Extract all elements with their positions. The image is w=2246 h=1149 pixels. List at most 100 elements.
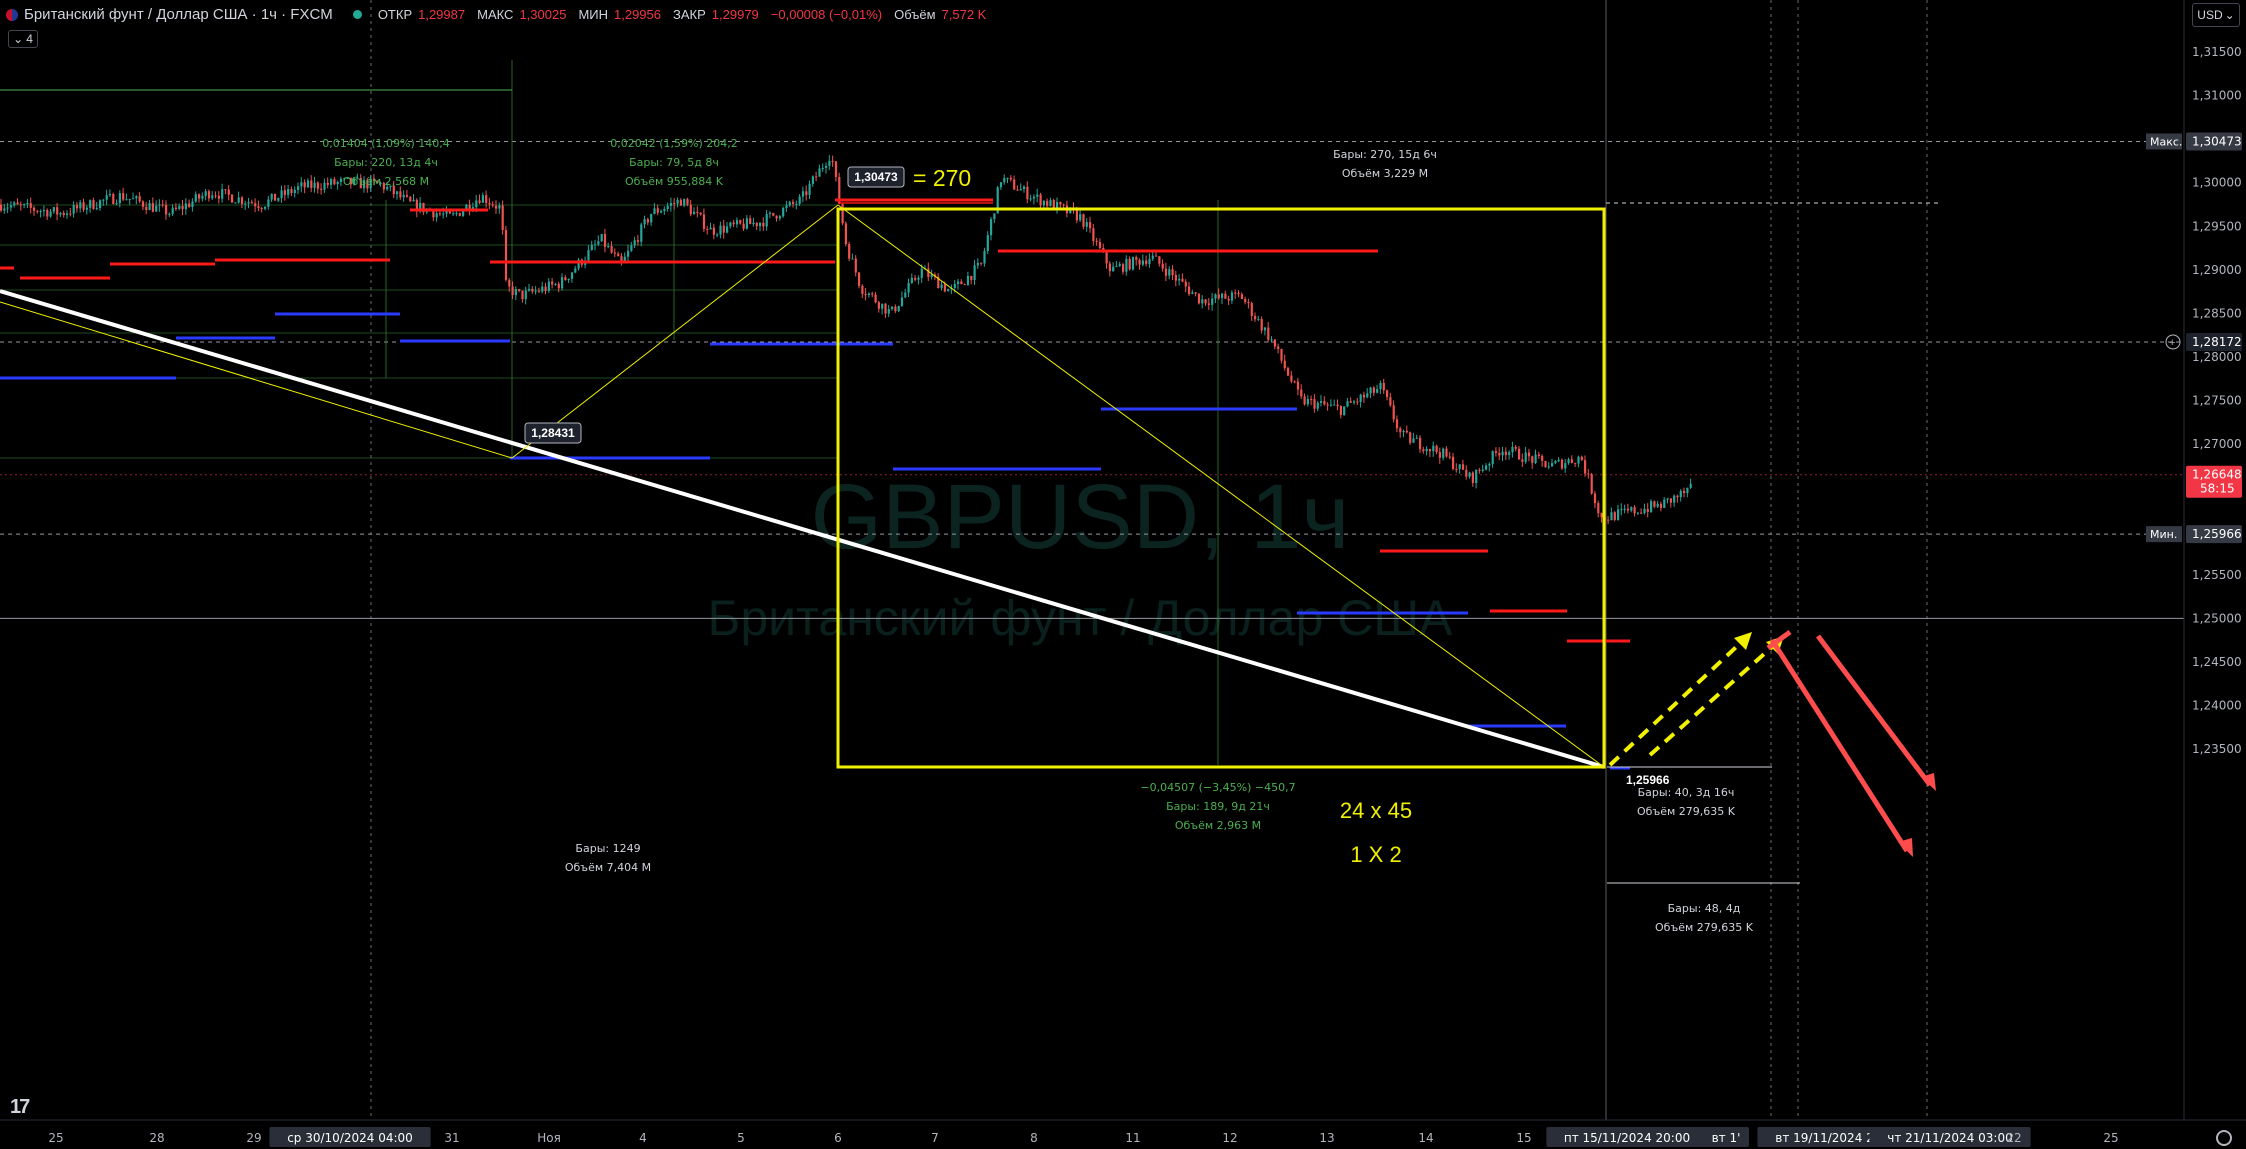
candle-body <box>204 191 207 196</box>
candle-body <box>125 199 128 201</box>
candle-body <box>300 182 303 187</box>
candle-body <box>1105 251 1108 264</box>
candle-body <box>1059 201 1062 205</box>
price-tick-label: 1,31000 <box>2192 89 2242 103</box>
candle-body <box>1303 396 1306 405</box>
symbol-header[interactable]: Британский фунт / Доллар США · 1ч · FXCM… <box>6 6 992 23</box>
time-tick-label: 25 <box>48 1131 63 1145</box>
candle-body <box>587 249 590 261</box>
candle-body <box>541 286 544 292</box>
candle-body <box>1326 404 1329 406</box>
candle-body <box>1329 404 1333 406</box>
measure-label: Объём 279,635 K <box>1637 805 1736 818</box>
candle-body <box>145 206 148 210</box>
candle-body <box>1663 499 1666 508</box>
settings-gear-icon[interactable] <box>2216 1130 2232 1146</box>
candle-body <box>349 177 352 185</box>
candle-body <box>528 288 531 291</box>
currency-button[interactable]: USD ⌄ <box>2192 3 2240 27</box>
tradingview-logo-icon[interactable]: 17 <box>10 1096 30 1118</box>
candle-body <box>135 196 138 199</box>
candle-body <box>1551 463 1554 467</box>
candle-body <box>1240 294 1243 299</box>
time-axis[interactable]: 25 28 29 ср 30/10/2024 04:00 31 Ноя 4 5 6 7 8 11 12 1… <box>0 1119 2246 1149</box>
forecast-down-arrow <box>1816 634 1932 787</box>
candle-body <box>1501 451 1504 456</box>
price-badge-value: 1,26648 <box>2192 468 2242 482</box>
candle-body <box>1138 259 1141 265</box>
candle-body <box>996 187 999 214</box>
candle-body <box>452 213 455 215</box>
candle-body <box>1197 293 1201 304</box>
candle-body <box>273 193 277 201</box>
candle-body <box>287 188 290 195</box>
price-axis[interactable]: 1,315001,310001,305001,300001,295001,290… <box>2146 0 2246 1149</box>
candle-body <box>831 160 834 162</box>
candle-body <box>13 202 16 206</box>
time-tick-label: 22 <box>2006 1131 2021 1145</box>
candle-body <box>848 244 851 259</box>
candle-body <box>1089 222 1092 229</box>
candle-body <box>524 290 527 300</box>
candle-body <box>597 241 600 245</box>
candle-body <box>1435 445 1438 453</box>
price-tick-label: 1,28000 <box>2192 350 2242 364</box>
candle-body <box>264 206 267 209</box>
candle-body <box>940 284 943 289</box>
measure-label: Объём 279,635 K <box>1655 921 1754 934</box>
candle-body <box>1009 177 1012 180</box>
candle-body <box>722 225 725 233</box>
candle-body <box>356 177 359 179</box>
candle-body <box>1283 360 1286 369</box>
measure-label: Объём 3,229 M <box>1342 167 1428 180</box>
candle-body <box>254 203 257 207</box>
time-highlight-bg <box>1546 1127 1708 1147</box>
candle-body <box>1184 281 1187 287</box>
candle-body <box>1432 445 1435 452</box>
candle-body <box>386 186 389 190</box>
candle-body <box>1399 428 1402 433</box>
candle-body <box>23 204 26 206</box>
candle-body <box>864 293 867 296</box>
candle-body <box>151 203 154 212</box>
candle-body <box>1448 456 1451 458</box>
symbol-title[interactable]: Британский фунт / Доллар США · 1ч · FXCM <box>24 6 333 23</box>
candle-body <box>1287 368 1290 376</box>
candle-body <box>491 204 494 206</box>
time-tick-label: 25 <box>2103 1131 2118 1145</box>
candle-body <box>663 208 666 212</box>
candle-body <box>435 213 438 218</box>
candle-body <box>871 293 874 295</box>
measure-label: Бары: 220, 13д 4ч <box>334 156 438 169</box>
candle-body <box>1514 446 1517 449</box>
candle-body <box>1277 346 1280 349</box>
count-annotation: = 270 <box>913 165 971 191</box>
candle-body <box>603 234 607 247</box>
time-tick-label: 13 <box>1319 1131 1334 1145</box>
candle-body <box>742 223 745 229</box>
candle-body <box>1405 430 1408 433</box>
candle-body <box>891 306 894 310</box>
candle-body <box>947 289 950 292</box>
candlestick-series <box>0 155 1692 525</box>
candle-body <box>1570 459 1573 463</box>
time-highlight-label: вт 19/11/2024 20:00 <box>1775 1131 1900 1145</box>
indicators-toggle-button[interactable]: ⌄ 4 <box>8 30 38 48</box>
candle-body <box>551 281 554 285</box>
candle-body <box>1422 449 1425 452</box>
candle-body <box>415 199 418 212</box>
candle-body <box>851 258 854 260</box>
candle-body <box>874 294 877 303</box>
forecast-up-arrow <box>1648 638 1782 757</box>
candle-body <box>782 207 785 217</box>
low-price-label: 1,28431 <box>531 426 575 440</box>
candle-body <box>1640 512 1643 514</box>
candle-body <box>1425 448 1428 452</box>
candle-body <box>1478 469 1481 471</box>
candle-body <box>75 205 79 209</box>
candle-body <box>570 272 574 279</box>
candle-body <box>660 211 663 213</box>
currency-label: USD <box>2197 8 2223 22</box>
candle-body <box>66 213 69 216</box>
